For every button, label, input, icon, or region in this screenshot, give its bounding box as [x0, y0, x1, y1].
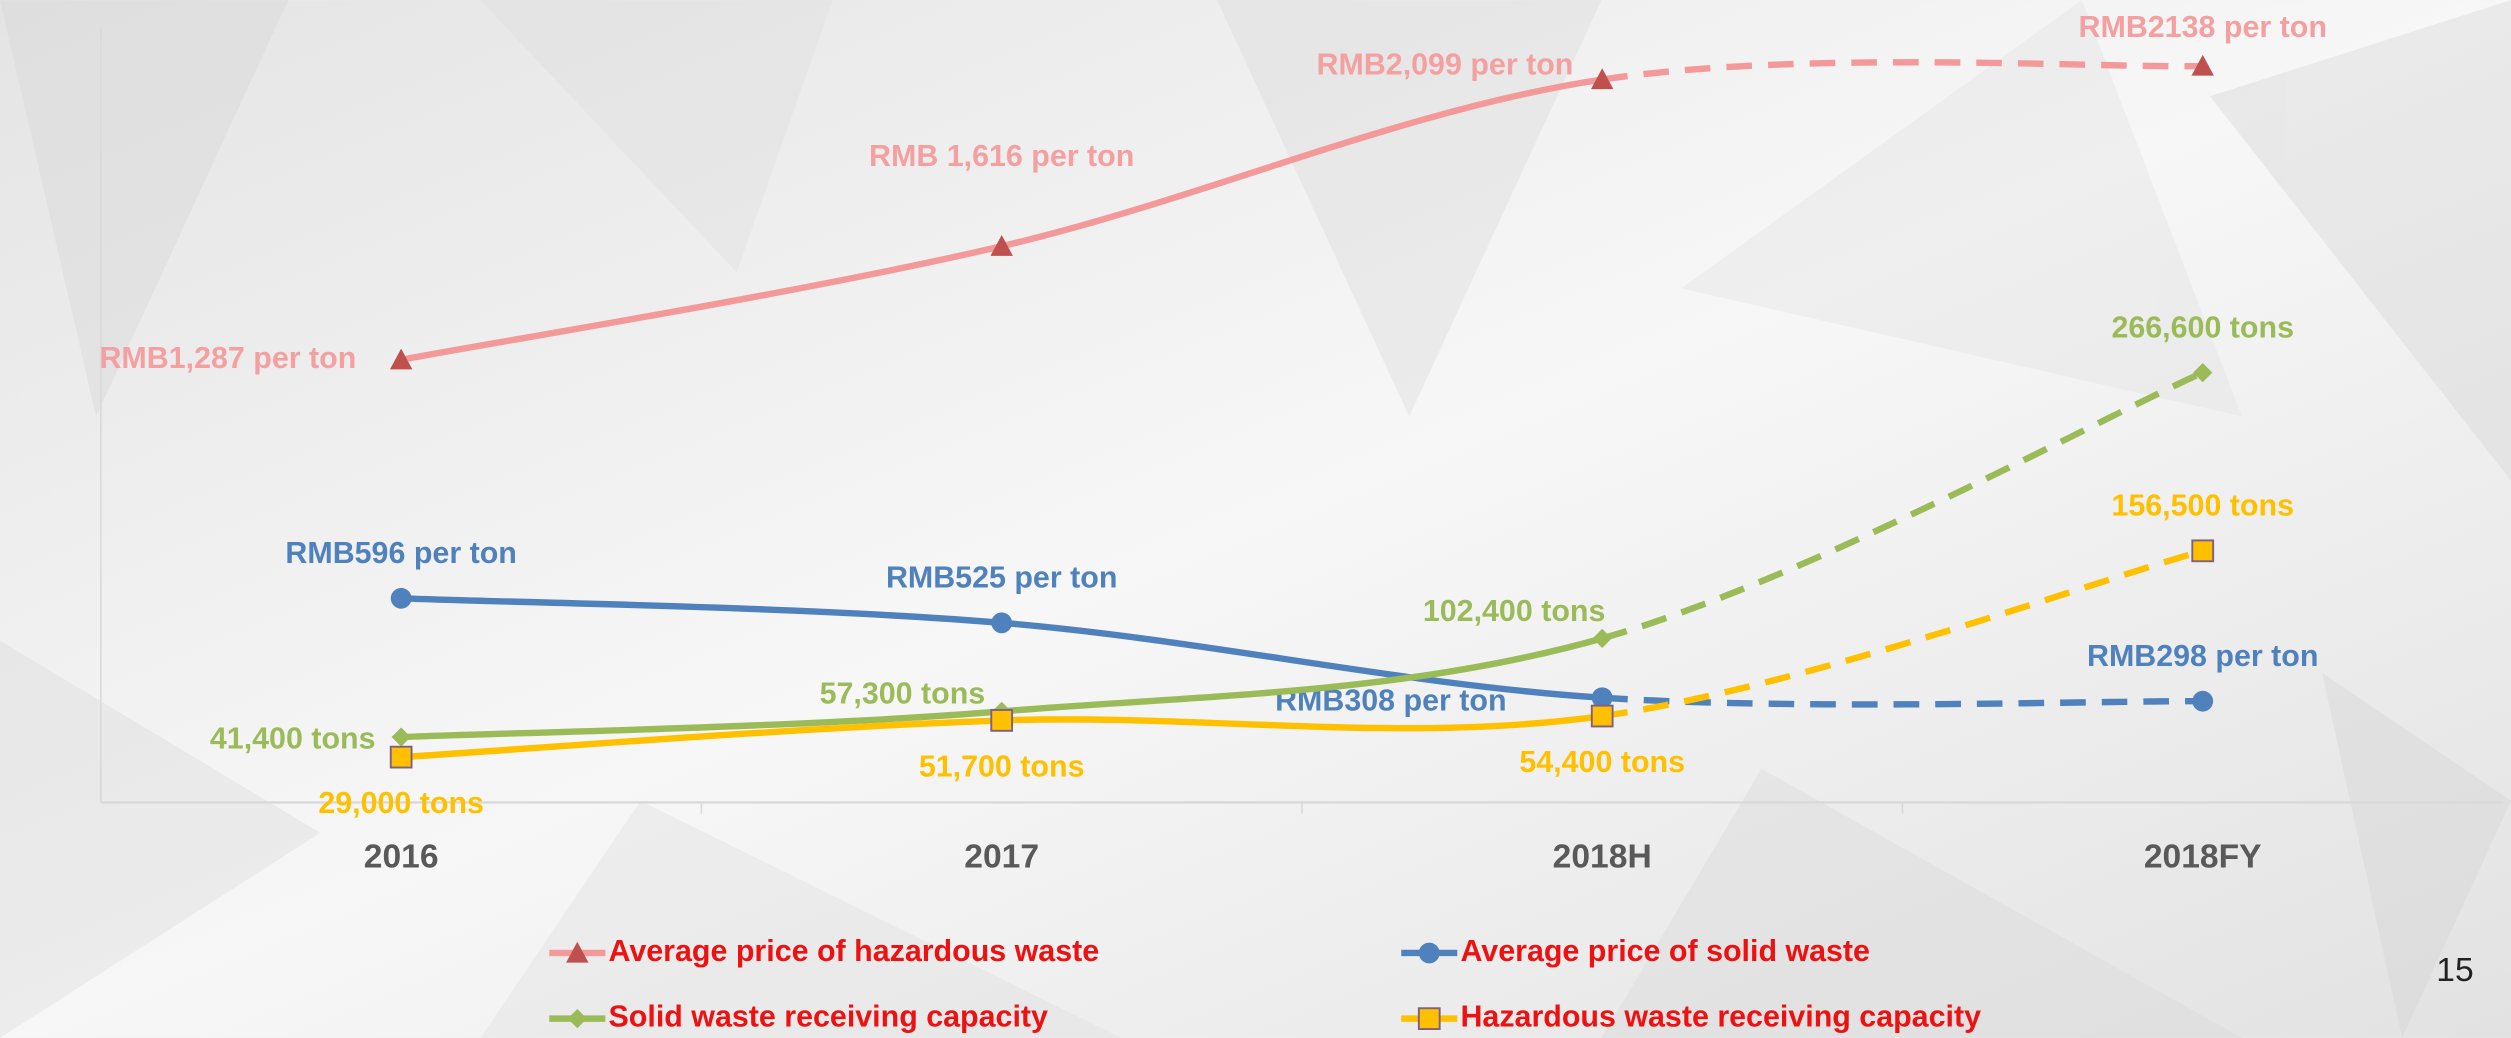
marker — [1591, 687, 1613, 709]
marker — [1590, 68, 1614, 90]
legend-marker — [1417, 1007, 1441, 1031]
forecast-line — [1601, 59, 2203, 83]
x-tick-label: 2017 — [964, 838, 1039, 875]
marker — [390, 587, 412, 609]
marker — [2191, 539, 2215, 563]
data-label: 51,700 tons — [919, 749, 1085, 783]
series: RMB1,287 per ton RMB 1,616 per ton RMB2,09… — [99, 10, 2326, 375]
data-label: RMB 1,616 per ton — [869, 139, 1134, 173]
data-label: RMB2,099 per ton — [1317, 48, 1574, 82]
legend-marker — [1418, 942, 1440, 964]
data-label: 29,000 tons — [318, 786, 484, 820]
data-label: RMB298 per ton — [2087, 639, 2318, 673]
legend-label: Average price of solid waste — [1460, 934, 1870, 968]
legend-marker — [566, 941, 589, 963]
series: 41,400 tons 57,300 tons 102,400 tons 266,60… — [210, 310, 2294, 755]
series: 29,000 tons 51,700 tons 54,400 tons 156,500… — [318, 489, 2294, 821]
x-tick-label: 2016 — [364, 838, 439, 875]
forecast-line — [1601, 369, 2205, 642]
data-label: 156,500 tons — [2111, 489, 2294, 523]
x-tick-label: 2018H — [1553, 838, 1652, 875]
data-label: 266,600 tons — [2111, 310, 2294, 344]
data-label: 54,400 tons — [1519, 745, 1685, 779]
data-label: RMB1,287 per ton — [99, 341, 356, 375]
marker — [991, 612, 1013, 634]
data-label: 57,300 tons — [820, 676, 986, 710]
marker — [2193, 363, 2213, 383]
legend-label: Solid waste receiving capacity — [609, 1000, 1048, 1034]
marker — [2192, 690, 2214, 712]
legend-label: Hazardous waste receiving capacity — [1460, 1000, 1981, 1034]
legend-label: Average price of hazardous waste — [609, 934, 1100, 968]
data-label: RMB2138 per ton — [2079, 10, 2327, 44]
page-number: 15 — [2436, 952, 2473, 989]
data-label: 102,400 tons — [1423, 594, 1606, 628]
marker — [990, 709, 1014, 732]
data-label: RMB596 per ton — [285, 536, 516, 570]
marker — [1590, 704, 1614, 728]
marker — [990, 235, 1013, 256]
marker — [389, 348, 413, 370]
data-label: 41,400 tons — [210, 721, 376, 755]
marker — [389, 745, 413, 769]
forecast-line — [1601, 547, 2204, 720]
marker — [2191, 54, 2214, 76]
data-label: RMB525 per ton — [886, 561, 1117, 595]
x-tick-label: 2018FY — [2144, 838, 2262, 875]
